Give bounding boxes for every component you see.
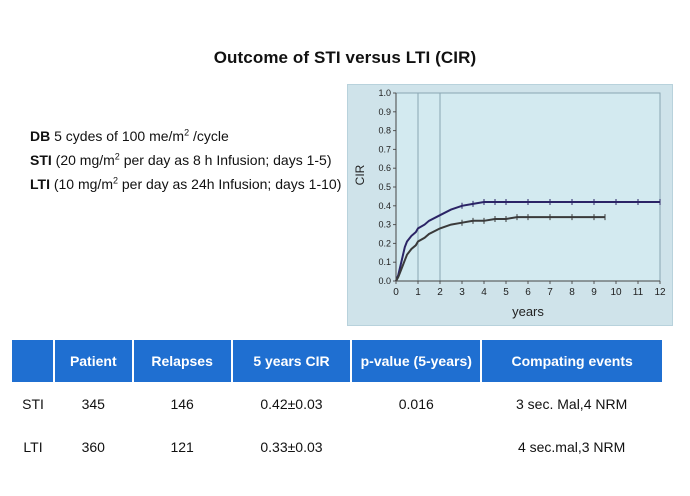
x-tick-label: 12: [654, 287, 666, 298]
y-axis-label: CIR: [353, 164, 367, 185]
db-line: DB 5 cydes of 100 me/m2 /cycle: [30, 124, 360, 148]
lti-text: (10 mg/m: [49, 176, 113, 192]
sti-label: STI: [30, 152, 52, 168]
header-cell: Relapses: [132, 340, 233, 382]
header-cell: 5 years CIR: [231, 340, 353, 382]
x-tick-label: 4: [481, 287, 487, 298]
x-tick-label: 10: [610, 287, 622, 298]
header-cell: Patient: [54, 340, 134, 382]
x-tick-label: 6: [525, 287, 531, 298]
table-cell: 0.016: [398, 395, 434, 412]
lti-text-end: per day as 24h Infusion; days 1-10): [118, 176, 342, 192]
sti-sup: 2: [114, 151, 120, 162]
lti-line: LTI (10 mg/m2 per day as 24h Infusion; d…: [30, 172, 360, 196]
x-tick-label: 1: [415, 287, 421, 298]
cir-chart: 0.0 0.1 0.2 0.3 0.4 0.5 0.6 0.7 0.8 0.9 1.0 0 1 2 3 4 5 6…: [347, 84, 673, 326]
y-tick-label: 0.6: [378, 163, 391, 173]
sti-text-end: per day as 8 h Infusion; days 1-5): [119, 152, 332, 168]
lti-label: LTI: [30, 176, 50, 192]
table-cell: 0.42±0.03: [260, 395, 323, 412]
x-tick-label: 8: [569, 287, 575, 298]
db-text: 5 cydes of 100 me/m: [50, 128, 185, 144]
y-tick-label: 0.3: [378, 220, 391, 230]
table-cell: 4 sec.mal,3 NRM: [517, 438, 626, 455]
db-text-end: /cycle: [189, 128, 229, 144]
x-tick-label: 5: [503, 287, 509, 298]
table-row: LTI 360 121 0.33±0.03 4 sec.mal,3 NRM: [12, 425, 662, 468]
outcome-table: Patient Relapses 5 years CIR p-value (5-…: [12, 340, 662, 468]
table-cell: 345: [81, 395, 105, 412]
x-tick-label: 0: [393, 287, 399, 298]
y-tick-label: 0.1: [378, 257, 391, 267]
table-cell: 0.33±0.03: [260, 438, 323, 455]
x-tick-label: 11: [633, 287, 644, 298]
x-tick-label: 7: [547, 287, 553, 298]
header-cell: [12, 340, 55, 382]
table-cell: 3 sec. Mal,4 NRM: [516, 395, 628, 412]
table-header-row: Patient Relapses 5 years CIR p-value (5-…: [12, 340, 662, 382]
series-line-2: [395, 216, 605, 282]
y-tick-label: 0.2: [378, 238, 391, 248]
x-tick-label: 9: [591, 287, 597, 298]
regimen-description: DB 5 cydes of 100 me/m2 /cycle STI (20 m…: [30, 124, 360, 196]
table-cell: STI: [22, 395, 44, 412]
table-cell: 360: [81, 438, 105, 455]
y-tick-label: 0.5: [378, 182, 391, 192]
table-cell: 121: [170, 438, 194, 455]
table-cell: LTI: [23, 438, 43, 455]
sti-line: STI (20 mg/m2 per day as 8 h Infusion; d…: [30, 148, 360, 172]
db-label: DB: [30, 128, 51, 144]
y-tick-label: 0.8: [378, 126, 391, 136]
slide-title: Outcome of STI versus LTI (CIR): [213, 48, 477, 67]
x-axis-label: years: [512, 304, 544, 319]
sti-text: (20 mg/m: [51, 152, 115, 168]
y-tick-label: 0.0: [378, 276, 391, 286]
plot-area: [395, 92, 661, 282]
x-tick-label: 3: [459, 287, 465, 298]
cir-chart-svg: 0.00.10.20.30.40.50.60.70.80.91.00 1 2 3 4 5 6…: [353, 88, 666, 319]
x-tick-label: 2: [437, 287, 443, 298]
y-tick-label: 0.7: [378, 144, 391, 154]
y-tick-label: 0.9: [378, 107, 391, 117]
header-cell: p-value (5-years): [351, 340, 483, 382]
db-sup: 2: [184, 127, 190, 138]
table-cell: 146: [170, 395, 194, 412]
header-cell: Compating events: [481, 340, 662, 382]
table-row: STI 345 146 0.42±0.03 0.016 3 sec. Mal,4…: [12, 382, 662, 425]
y-tick-label: 1.0: [378, 88, 391, 98]
table-cell: [351, 425, 481, 468]
lti-sup: 2: [112, 175, 118, 186]
y-tick-label: 0.4: [378, 201, 391, 211]
